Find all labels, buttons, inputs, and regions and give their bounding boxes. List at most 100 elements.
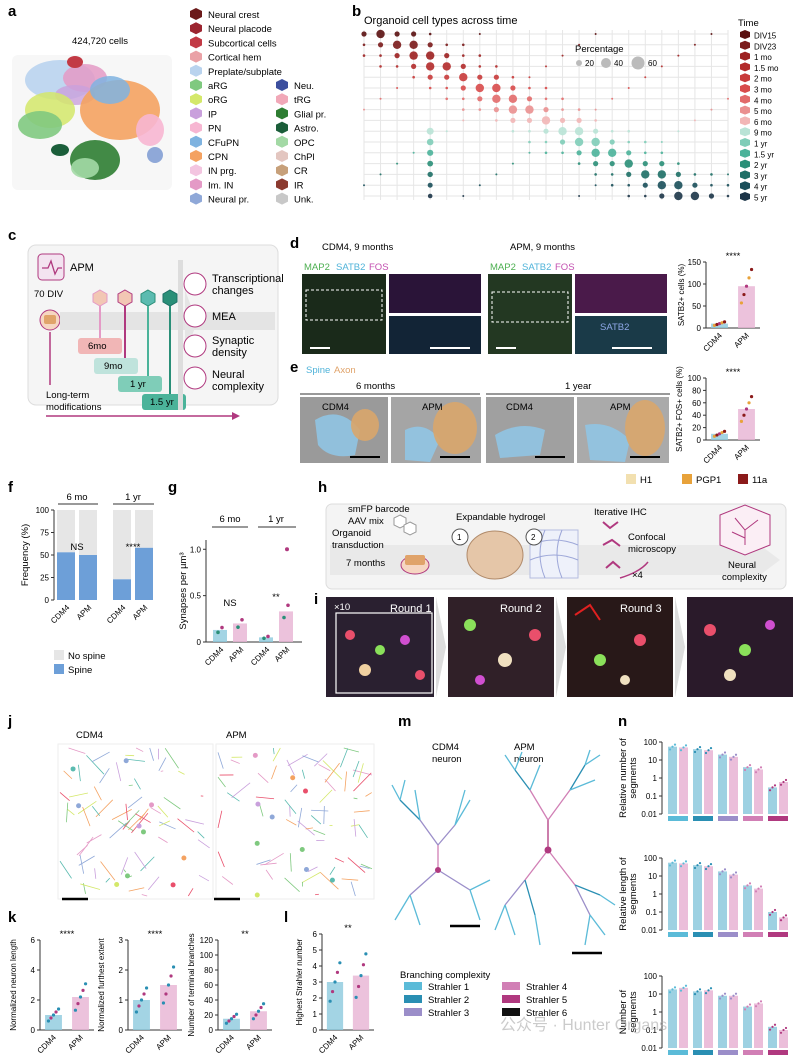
n-dot-0-1-0-2 <box>698 746 702 749</box>
f-nospine-3 <box>135 510 153 548</box>
apm-seg-41 <box>311 809 329 812</box>
h-step-1: 1 <box>457 533 462 542</box>
dot-4-6 <box>459 73 468 82</box>
apm-soma-2 <box>290 775 296 781</box>
dot-3-7 <box>478 65 482 68</box>
f-ylabel: Frequency (%) <box>20 524 31 586</box>
cdm4-seg-60 <box>78 836 94 857</box>
n-ticklabel-1-0: 100 <box>644 854 658 863</box>
dot-9-19 <box>677 130 680 133</box>
time-label-15: 5 yr <box>754 194 768 203</box>
n-bar-0-3-0 <box>743 767 752 814</box>
chartK2-ticklabel-0: 0 <box>209 1026 214 1035</box>
apm-seg-33 <box>297 807 303 828</box>
chartK0-dot-0-4 <box>56 1007 61 1011</box>
n-dot-2-3-0-0 <box>743 1008 747 1011</box>
n-dot-0-4-0-1 <box>771 786 774 789</box>
dot-13-17 <box>641 170 650 179</box>
dot-14-4 <box>427 182 433 188</box>
time-label-10: 1 yr <box>754 140 768 149</box>
time-label-0: DIV15 <box>754 32 777 41</box>
em-label-apm-a: APM <box>422 402 443 413</box>
legend2-label-8: Unk. <box>294 195 314 206</box>
dot-12-9 <box>511 162 514 165</box>
n-dot-1-1-0-2 <box>698 862 702 865</box>
chartK0-ylabel: Normalized neuron length <box>9 939 18 1031</box>
schematic-h <box>325 503 787 590</box>
dot-13-16 <box>626 171 632 177</box>
n-dot-0-3-0-1 <box>746 766 749 769</box>
legend2-label-7: IR <box>294 180 304 191</box>
m-apm-seg-16 <box>589 914 606 936</box>
cdm4-seg-61 <box>133 778 141 790</box>
n-ticklabel-2-0: 100 <box>644 972 658 981</box>
chartE-dot-0-2 <box>717 432 722 436</box>
n-dot-1-2-1-0 <box>729 876 733 879</box>
chartK1-cat-1: APM <box>154 1033 173 1052</box>
apm-soma-0 <box>254 840 260 846</box>
n-dot-1-4-0-2 <box>773 908 777 912</box>
chartE-dot-0-3 <box>720 430 724 435</box>
apm-seg-53 <box>310 815 322 825</box>
chartK2-dot-0-2 <box>229 1017 234 1021</box>
apm-seg-8 <box>259 804 264 817</box>
apm-seg-35 <box>297 820 315 836</box>
apm-seg-31 <box>353 772 372 792</box>
m-apm-seg-15 <box>584 914 591 946</box>
cdm4-seg-33 <box>149 747 154 761</box>
chartK1-ticklabel-2: 2 <box>119 966 124 975</box>
chartK1-dot-1-0 <box>161 1001 166 1005</box>
legend-label-12: Im. IN <box>208 180 233 191</box>
dot-8-8 <box>495 119 498 122</box>
chartK0-cat-0: CDM4 <box>36 1033 59 1056</box>
dot-11-17 <box>643 151 647 155</box>
stain-satb2-r: SATB2 <box>522 262 551 273</box>
n-dot-0-1-0-0 <box>693 750 697 754</box>
chartK1-bar-1 <box>160 985 177 1030</box>
n-dot-0-4-1-0 <box>779 783 783 786</box>
outcome-neural: Neural <box>212 369 244 381</box>
legend2-swatch-7 <box>276 178 288 191</box>
n-dot-2-3-1-2 <box>759 1000 763 1003</box>
e-group-6mo: 6 months <box>356 381 395 392</box>
legend2-swatch-3 <box>276 121 288 134</box>
time-label-5: 3 mo <box>754 86 772 95</box>
dot-7-21 <box>710 108 713 111</box>
m-apm-seg-3 <box>514 769 531 791</box>
dot-14-17 <box>642 182 648 188</box>
chartL-bar-0 <box>326 982 344 1030</box>
cdm4-seg-40 <box>123 810 140 827</box>
chartL-dot-1-0 <box>354 995 358 999</box>
time-swatch-8 <box>740 116 750 126</box>
m-cdm4-seg-10 <box>409 894 421 926</box>
cdm4-soma-6 <box>114 882 120 888</box>
n-strip-1-1 <box>693 932 713 937</box>
g-outlier <box>285 547 289 552</box>
n-dot-2-0-1-2 <box>684 984 688 987</box>
time-swatch-2 <box>740 51 750 61</box>
f-nospine-2 <box>113 510 131 580</box>
strahler-tracings <box>391 749 616 946</box>
dot-12-15 <box>609 161 615 167</box>
line-label-1: PGP1 <box>696 475 721 486</box>
percentage-label: Percentage <box>575 44 624 55</box>
n-ticklabel-2-4: 0.01 <box>641 1044 657 1053</box>
n-dot-2-2-1-2 <box>734 992 738 995</box>
chartK2-ylabel: Number of terminal branches <box>187 933 196 1036</box>
n-dot-0-0-0-1 <box>671 745 674 748</box>
panel-label-b: b <box>352 3 361 20</box>
i-round-1: Round 1 <box>390 603 432 615</box>
size-legend-20: 20 <box>585 59 594 68</box>
apm-seg-4 <box>352 769 373 776</box>
cdm4-seg-67 <box>197 839 210 849</box>
f-ticklabel-0: 0 <box>45 596 50 605</box>
dot-11-11 <box>544 151 548 155</box>
dot-5-5 <box>445 86 449 90</box>
chartD-dot-0-0 <box>712 323 717 327</box>
time-label-8: 6 mo <box>754 118 772 127</box>
em-label-apm-b: APM <box>610 402 631 413</box>
chartD-dot-1-2 <box>744 284 749 288</box>
cdm4-seg-6 <box>77 800 97 815</box>
g-dot-2-0 <box>262 636 266 641</box>
chartL-ticklabel-2: 2 <box>313 994 318 1003</box>
